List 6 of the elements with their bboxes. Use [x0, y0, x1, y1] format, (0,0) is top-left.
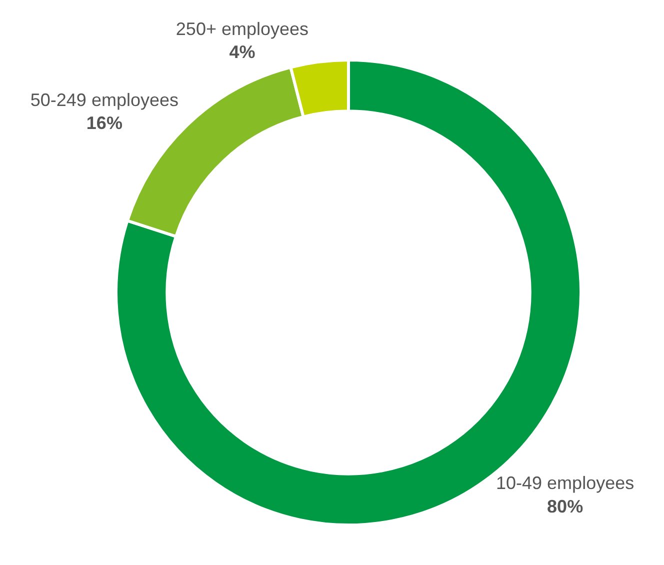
slice-label: 10-49 employees [496, 473, 634, 494]
slice-label: 250+ employees [176, 18, 309, 39]
data-label: 80% [547, 496, 584, 516]
data-label: 16% [86, 113, 122, 134]
slice-label: 50-249 employees [30, 90, 178, 110]
data-label: 4% [229, 42, 256, 62]
